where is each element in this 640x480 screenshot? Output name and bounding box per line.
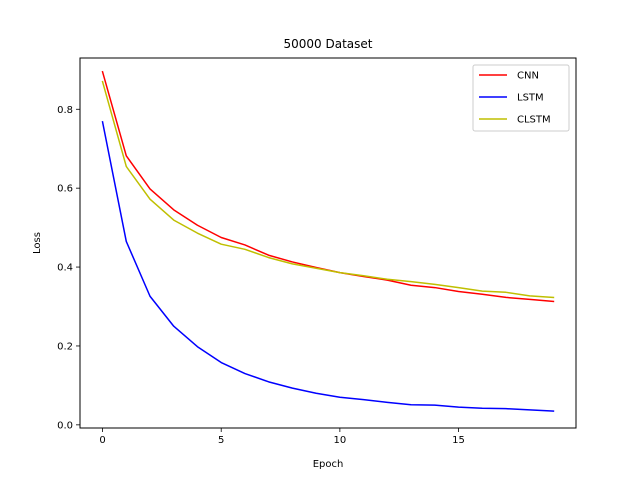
series-line-clstm xyxy=(101,80,555,299)
legend-label-lstm: LSTM xyxy=(517,93,544,104)
x-tick-label: 5 xyxy=(218,435,224,446)
x-axis-label: Epoch xyxy=(313,459,344,470)
legend-label-cnn: CNN xyxy=(517,71,539,82)
y-tick-label: 0.2 xyxy=(57,341,73,352)
y-tick-label: 0.0 xyxy=(57,420,73,431)
legend-box xyxy=(472,64,570,132)
y-tick-label: 0.6 xyxy=(57,184,73,195)
axes-frame xyxy=(79,57,577,429)
x-tick-label: 10 xyxy=(333,435,346,446)
chart-title: 50000 Dataset xyxy=(284,37,373,51)
plot-area xyxy=(101,70,555,412)
x-tick-label: 15 xyxy=(452,435,465,446)
legend: CNN LSTM CLSTM xyxy=(472,64,570,132)
x-tick-label: 0 xyxy=(99,435,105,446)
y-tick-label: 0.8 xyxy=(57,105,73,116)
legend-label-clstm: CLSTM xyxy=(517,115,551,126)
y-axis-label: Loss xyxy=(32,232,43,254)
series-line-lstm xyxy=(101,121,555,412)
y-tick-label: 0.4 xyxy=(57,263,73,274)
